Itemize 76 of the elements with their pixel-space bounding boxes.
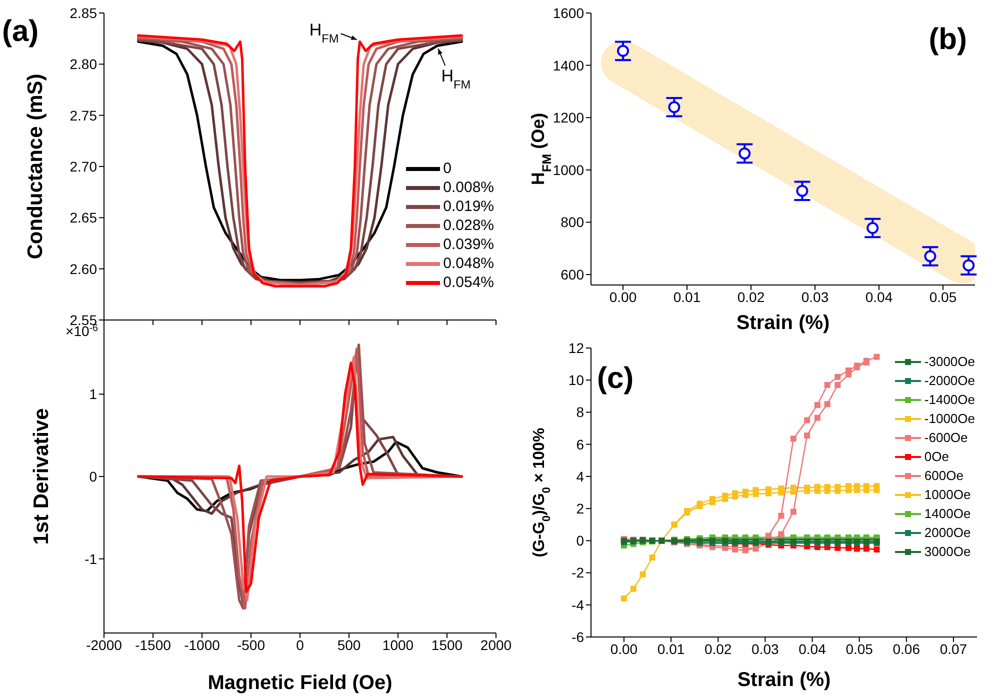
x-tick-label: 0.00 — [609, 288, 637, 305]
x-tick-label: 0.04 — [865, 288, 893, 305]
y-tick-label: 1 — [89, 386, 98, 402]
annotation: H$_{FM}$ — [309, 20, 339, 46]
x-tick-label: 2000 — [480, 636, 512, 653]
y-tick-label: 10 — [568, 372, 584, 388]
legend-label: -600Oe — [924, 429, 968, 447]
y-tick-label: 12 — [568, 340, 584, 356]
y-tick-label: 2.60 — [70, 260, 98, 277]
x-tick-label: 0 — [296, 636, 304, 653]
y-tick-label: 1600 — [552, 4, 584, 21]
y-tick-label: 800 — [560, 214, 584, 230]
legend-label: 0Oe — [924, 448, 949, 466]
legend-label: -1400Oe — [924, 391, 975, 409]
x-tick-label: 0.07 — [940, 640, 968, 657]
chart-title: (a) — [2, 15, 39, 48]
y-axis-title: Conductance (mS) — [24, 74, 47, 260]
y-tick-label: 1200 — [552, 110, 584, 126]
x-tick-label: 500 — [337, 636, 361, 653]
x-tick-label: 0.03 — [752, 640, 780, 657]
legend-label: 3000Oe — [924, 543, 971, 561]
y-tick-label: 2 — [576, 500, 584, 517]
y-tick-label: -1 — [84, 550, 98, 567]
x-tick-label: 0.03 — [801, 288, 829, 305]
legend-label: 0 — [443, 159, 452, 178]
legend-label: 2000Oe — [924, 524, 971, 542]
y-tick-label: 6 — [576, 436, 584, 452]
x-tick-label: 0.00 — [610, 640, 638, 657]
y-tick-label: 2.65 — [70, 210, 98, 226]
x-tick-label: -2000 — [86, 636, 122, 653]
legend-label: 0.054% — [443, 273, 494, 292]
x-tick-label: 0.05 — [846, 640, 874, 657]
legend-label: 0.008% — [443, 178, 494, 197]
x-tick-label: -1000 — [184, 636, 220, 653]
legend-label: 0.048% — [443, 254, 494, 273]
y-tick-label: 2.75 — [70, 107, 98, 124]
legend-label: -3000Oe — [924, 353, 975, 371]
y-tick-label: 0 — [576, 532, 584, 549]
chart-title: (b) — [928, 23, 967, 56]
y-tick-label: 1000 — [552, 162, 584, 178]
legend-label: -1000Oe — [924, 410, 975, 428]
y-tick-label: -2 — [572, 564, 584, 581]
annotation: H$_{FM}$ — [441, 66, 471, 92]
x-tick-label: 0.05 — [929, 288, 957, 305]
y-tick-label: -6 — [572, 628, 584, 645]
legend-label: 1000Oe — [924, 486, 971, 504]
x-axis-title: Magnetic Field (Oe) — [208, 672, 392, 694]
y-tick-label: 2.85 — [70, 4, 98, 21]
legend-label: -2000Oe — [924, 372, 975, 390]
x-tick-label: -1500 — [135, 636, 172, 653]
y-axis-title: 1st Derivative — [30, 408, 53, 545]
legend-label: 600Oe — [924, 467, 964, 485]
x-tick-label: 0.01 — [657, 640, 685, 657]
y-tick-label: 1400 — [552, 57, 584, 74]
x-tick-label: 1000 — [382, 636, 414, 653]
y-tick-label: 600 — [560, 266, 584, 283]
y-tick-label: 0 — [89, 468, 98, 484]
x-tick-label: 0.04 — [798, 640, 826, 657]
x-tick-label: 0.02 — [737, 288, 765, 305]
y-tick-label: -4 — [572, 596, 584, 613]
x-tick-label: 0.02 — [704, 640, 732, 657]
y-tick-label: 2.70 — [70, 158, 98, 174]
y-tick-label: 8 — [576, 404, 584, 420]
y-tick-label: 2.80 — [70, 56, 98, 72]
x-axis-title: Strain (%) — [736, 312, 830, 334]
x-axis-title: Strain (%) — [737, 669, 831, 691]
x-tick-label: 0.01 — [673, 288, 701, 305]
text: (c) — [597, 362, 634, 395]
legend-label: 0.039% — [443, 235, 494, 254]
legend-label: 0.028% — [443, 216, 494, 235]
x-tick-label: -500 — [236, 636, 266, 653]
x-tick-label: 1500 — [431, 636, 463, 653]
legend-label: 1400Oe — [924, 505, 971, 523]
x-tick-label: 0.06 — [892, 640, 920, 657]
y-tick-label: 4 — [576, 468, 584, 484]
legend-label: 0.019% — [443, 197, 494, 216]
